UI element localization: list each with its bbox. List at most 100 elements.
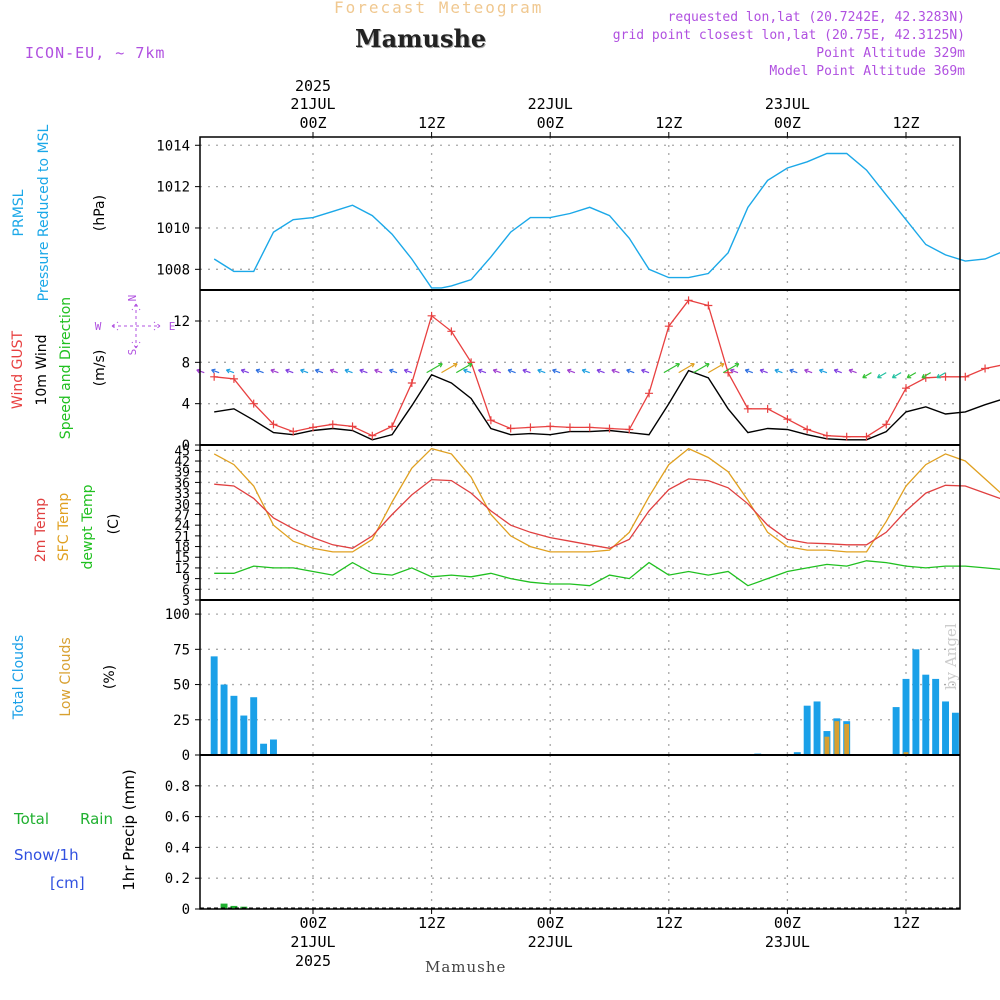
wind-arrow: [315, 369, 324, 374]
wind-arrow-head: [566, 368, 572, 374]
wind-arrow: [522, 369, 531, 374]
wind-arrow: [300, 369, 309, 374]
wind-arrow-head: [641, 368, 646, 374]
wind-arrow: [507, 369, 516, 374]
wind-arrow: [270, 369, 279, 374]
wind-arrow-head: [537, 368, 542, 374]
total-cloud-bar: [932, 678, 940, 755]
top-time-label: 12Z: [892, 114, 919, 132]
gust-marker: [210, 372, 219, 381]
gust-marker: [427, 311, 436, 320]
wind-arrow-head: [255, 368, 261, 374]
top-time-label: 00Z: [299, 114, 326, 132]
wind-speed-line: [214, 369, 1000, 441]
plot-frame: [199, 136, 961, 910]
y-tick-label: 0.2: [165, 871, 190, 887]
low-cloud-bar: [903, 752, 909, 755]
wind-arrow-head: [300, 368, 305, 374]
wind-arrow-head: [936, 373, 941, 379]
y-tick-label: 15: [174, 551, 190, 566]
sfc-temp-line: [213, 447, 1000, 553]
wind-arrow-head: [774, 368, 779, 374]
wind-arrow-head: [389, 368, 394, 374]
wind-arrow-head: [848, 368, 854, 374]
gust-marker: [229, 374, 238, 383]
total-cloud-bar: [210, 656, 218, 755]
low-cloud-bar: [834, 721, 840, 755]
wind-arrow: [537, 369, 546, 374]
wind-arrow-head: [314, 368, 320, 374]
compass-rose: [111, 303, 161, 349]
top-day-label: 22JUL: [528, 95, 573, 113]
y-tick-label: 1012: [156, 180, 190, 196]
y-tick-label: 0: [182, 748, 190, 764]
wind-arrow-head: [477, 368, 483, 374]
y-tick-label: 0.6: [165, 810, 190, 826]
wind-arrow: [359, 369, 368, 374]
total-cloud-bar: [902, 678, 910, 755]
temp-label-dew: dewpt Temp: [80, 484, 96, 569]
bottom-time-label: 00Z: [774, 914, 801, 932]
panel-3-grid: 0 25 50 75 100: [165, 600, 960, 764]
point-altitude: Point Altitude 329m: [816, 46, 965, 61]
wind-arrow-head: [833, 368, 839, 374]
cloud-bars: [210, 649, 959, 755]
y-tick-label: 30: [174, 498, 190, 513]
temp-label-sfc: SFC Temp: [56, 493, 72, 562]
wind-arrow-head: [270, 368, 275, 374]
wind-arrow: [255, 369, 264, 374]
gust-marker: [743, 404, 752, 413]
wind-arrow-head: [804, 368, 809, 374]
wind-arrow: [285, 369, 294, 374]
precip-units: 1hr Precip (mm): [120, 769, 138, 890]
y-tick-label: 8: [182, 355, 190, 371]
footer-location: Mamushe: [425, 958, 507, 976]
wind-arrow-head: [789, 368, 794, 374]
top-day-label: 23JUL: [765, 95, 810, 113]
wind-arrow-head: [921, 373, 927, 379]
gust-marker: [842, 432, 851, 441]
top-time-label: 00Z: [774, 114, 801, 132]
gust-marker: [704, 301, 713, 310]
wind-arrow: [226, 369, 235, 374]
precip-label-total: Total: [13, 810, 49, 828]
wind-arrow: [693, 363, 710, 374]
total-cloud-bar: [240, 715, 248, 755]
wind-arrow: [404, 369, 413, 374]
wind-arrow-head: [329, 368, 335, 374]
total-cloud-bar: [803, 705, 811, 755]
y-tick-label: 21: [174, 530, 190, 545]
wind-arrow: [441, 363, 458, 374]
total-cloud-bar: [270, 739, 277, 755]
wind-arrow-head: [344, 368, 350, 374]
bottom-day-label: 21JUL: [290, 933, 335, 951]
gust-marker: [941, 372, 950, 381]
gust-marker: [961, 372, 970, 381]
wind-arrow: [456, 363, 473, 374]
y-tick-label: 45: [174, 444, 190, 459]
wind-arrow: [906, 372, 917, 379]
wind-direction-arrows: [196, 362, 946, 379]
y-tick-label: 12: [173, 314, 190, 330]
wind-arrow: [211, 369, 220, 374]
gust-marker: [289, 427, 298, 436]
product-title: Forecast Meteogram: [334, 0, 544, 17]
wind-arrow: [626, 369, 635, 374]
wind-arrow-head: [818, 368, 824, 374]
dewpoint-line: [214, 560, 1000, 587]
wind-arrow: [678, 363, 695, 374]
wind-arrow-head: [729, 368, 735, 374]
compass-w: W: [95, 320, 102, 333]
wind-arrow-head: [211, 368, 216, 374]
top-year-label: 2025: [295, 77, 331, 95]
total-cloud-bar: [793, 752, 801, 755]
wind-arrow-head: [891, 373, 897, 379]
gust-marker: [565, 423, 574, 432]
gust-markers: [210, 296, 990, 441]
pressure-units: (hPa): [92, 195, 108, 231]
wind-arrow-head: [581, 368, 587, 374]
low-cloud-bar: [824, 736, 830, 755]
wind-units: (m/s): [92, 350, 108, 387]
gust-marker: [388, 422, 397, 431]
